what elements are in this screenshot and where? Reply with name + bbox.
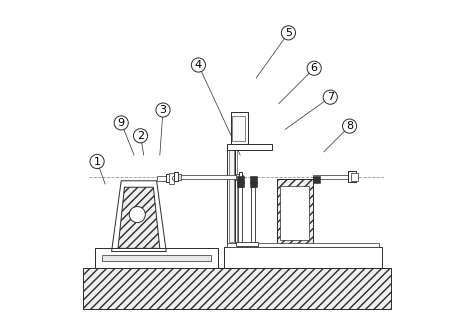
Bar: [228, 144, 273, 150]
Bar: [236, 242, 258, 246]
Text: 3: 3: [160, 105, 166, 115]
Bar: [229, 149, 234, 242]
Text: 2: 2: [137, 131, 144, 141]
Bar: [156, 176, 170, 181]
Bar: [312, 175, 355, 179]
Bar: [251, 187, 255, 244]
Bar: [250, 182, 257, 187]
Circle shape: [129, 206, 146, 223]
Circle shape: [90, 154, 104, 169]
Circle shape: [134, 129, 147, 143]
Text: 6: 6: [310, 63, 318, 73]
Circle shape: [114, 116, 128, 130]
Bar: [238, 172, 243, 182]
Bar: [250, 176, 257, 183]
Bar: [348, 171, 356, 182]
Bar: [170, 173, 174, 184]
Bar: [166, 174, 174, 182]
Bar: [82, 268, 392, 309]
Bar: [312, 176, 319, 183]
Text: 9: 9: [118, 118, 125, 128]
Bar: [228, 243, 379, 247]
Bar: [237, 176, 244, 183]
Bar: [102, 255, 211, 261]
Bar: [238, 187, 243, 244]
Circle shape: [282, 26, 295, 40]
Bar: [95, 248, 218, 268]
Circle shape: [343, 119, 356, 133]
Bar: [232, 117, 245, 141]
Bar: [281, 186, 310, 240]
Text: 4: 4: [195, 60, 202, 70]
Circle shape: [156, 103, 170, 117]
Text: 7: 7: [327, 92, 334, 102]
Bar: [237, 174, 239, 180]
Polygon shape: [118, 187, 160, 248]
Circle shape: [173, 176, 176, 180]
Bar: [228, 147, 236, 244]
Text: 8: 8: [346, 121, 353, 131]
Circle shape: [307, 61, 321, 75]
Bar: [176, 175, 244, 179]
Circle shape: [323, 90, 337, 104]
Bar: [237, 182, 244, 187]
Circle shape: [191, 58, 206, 72]
Bar: [174, 172, 178, 182]
Bar: [277, 179, 312, 244]
Bar: [230, 112, 248, 144]
Bar: [224, 247, 382, 268]
Text: 1: 1: [93, 157, 100, 166]
Bar: [351, 173, 357, 181]
Text: 5: 5: [285, 28, 292, 38]
Bar: [179, 174, 181, 180]
